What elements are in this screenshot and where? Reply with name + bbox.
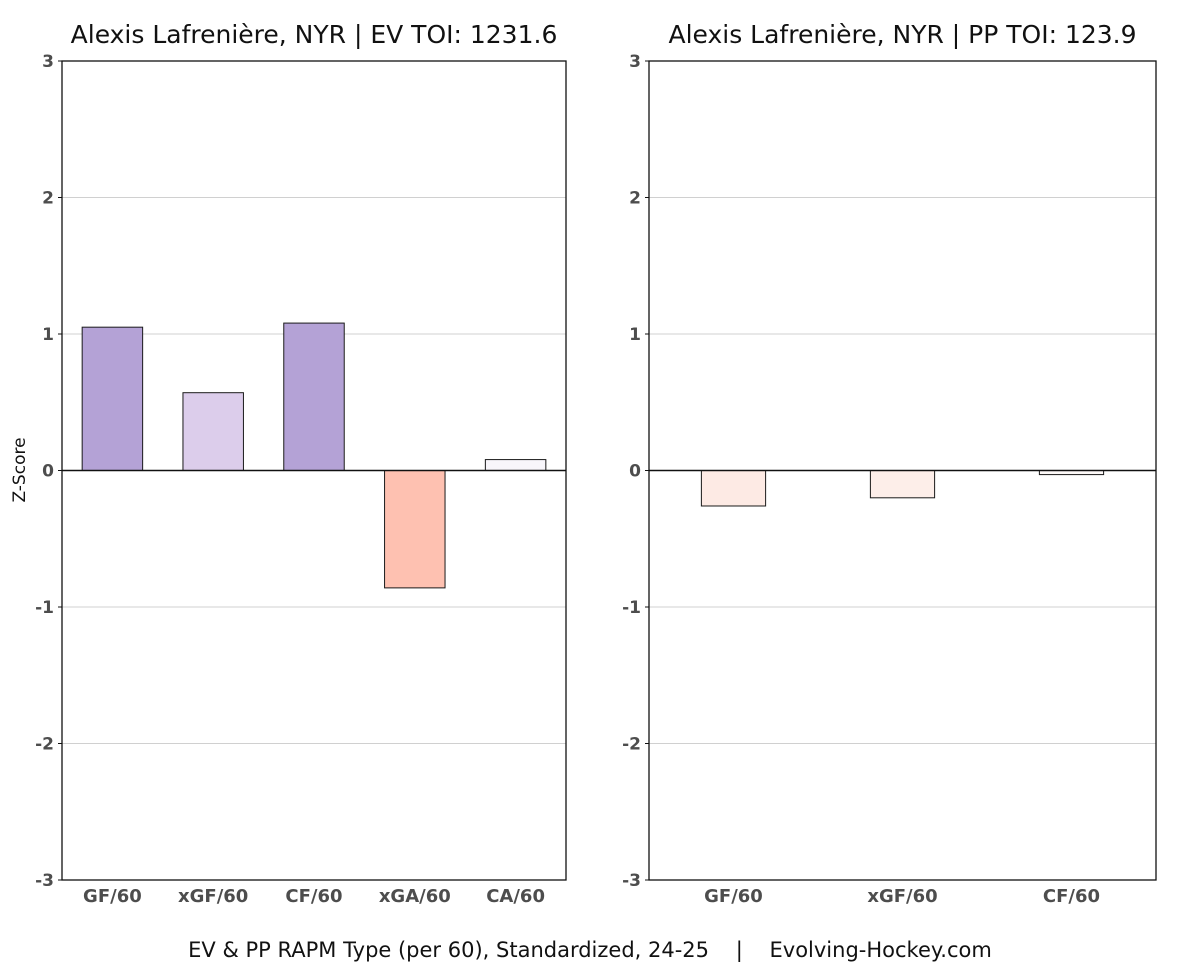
y-tick-label: 3 (42, 52, 54, 72)
bar-cf-60 (283, 322, 345, 471)
y-tick-label: -3 (35, 871, 54, 891)
y-tick-label: 1 (629, 325, 641, 345)
x-tick-label: xGF/60 (178, 886, 248, 907)
bar-xgf-60 (869, 470, 936, 499)
chart-title: Alexis Lafrenière, NYR | PP TOI: 123.9 (668, 20, 1136, 49)
y-tick-label: 3 (629, 52, 641, 72)
bar-gf-60 (700, 470, 767, 507)
y-tick-label: -2 (35, 735, 54, 755)
x-tick-label: xGA/60 (379, 886, 451, 907)
y-tick-label: 0 (42, 462, 54, 482)
x-tick-label: xGF/60 (867, 886, 937, 907)
x-tick-label: GF/60 (704, 886, 763, 907)
y-tick-label: 1 (42, 325, 54, 345)
x-tick-label: CF/60 (1043, 886, 1100, 907)
footer-caption: EV & PP RAPM Type (per 60), Standardized… (188, 938, 992, 963)
y-tick-label: 2 (42, 189, 54, 209)
y-tick-label: -1 (35, 598, 54, 618)
bar-xga-60 (384, 470, 446, 589)
y-tick-label: 0 (629, 462, 641, 482)
bar-gf-60 (81, 326, 144, 471)
chart-title: Alexis Lafrenière, NYR | EV TOI: 1231.6 (71, 20, 558, 49)
x-tick-label: GF/60 (83, 886, 142, 907)
x-tick-label: CF/60 (285, 886, 342, 907)
bar-xgf-60 (182, 392, 244, 472)
y-tick-label: -3 (622, 871, 641, 891)
y-tick-label: -1 (622, 598, 641, 618)
y-axis-label: Z-Score (10, 437, 30, 502)
x-tick-label: CA/60 (486, 886, 545, 907)
chart-panel-1: GF/60 xGF/60 CF/60 xGA/60 CA/60 3 2 1 0 -1 -2 -3 Ale… (35, 20, 567, 907)
chart-panel-2: GF/60 xGF/60 CF/60 3 2 1 0 -1 -2 -3 Alexis Lafreni… (622, 20, 1157, 907)
bar-ca-60 (484, 459, 547, 471)
y-tick-label: 2 (629, 189, 641, 209)
y-tick-label: -2 (622, 735, 641, 755)
